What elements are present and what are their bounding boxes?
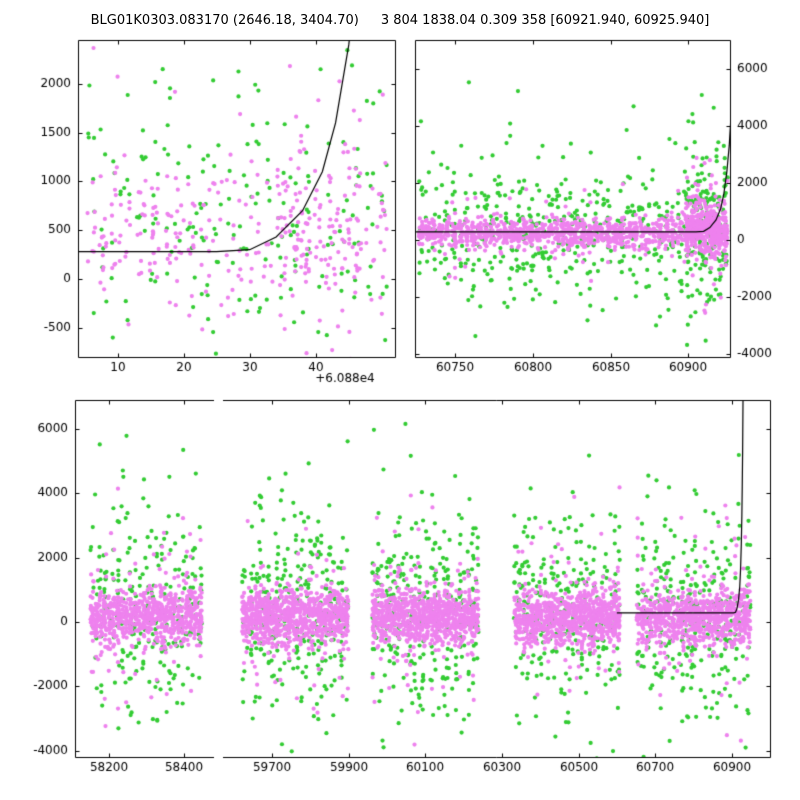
figure-title: BLG01K0303.083170 (2646.18, 3404.70) 3 8… — [0, 13, 800, 28]
title-object-id: BLG01K0303.083170 (2646.18, 3404.70) — [90, 13, 359, 28]
title-fit-params: 3 804 1838.04 0.309 358 [60921.940, 6092… — [380, 13, 710, 28]
